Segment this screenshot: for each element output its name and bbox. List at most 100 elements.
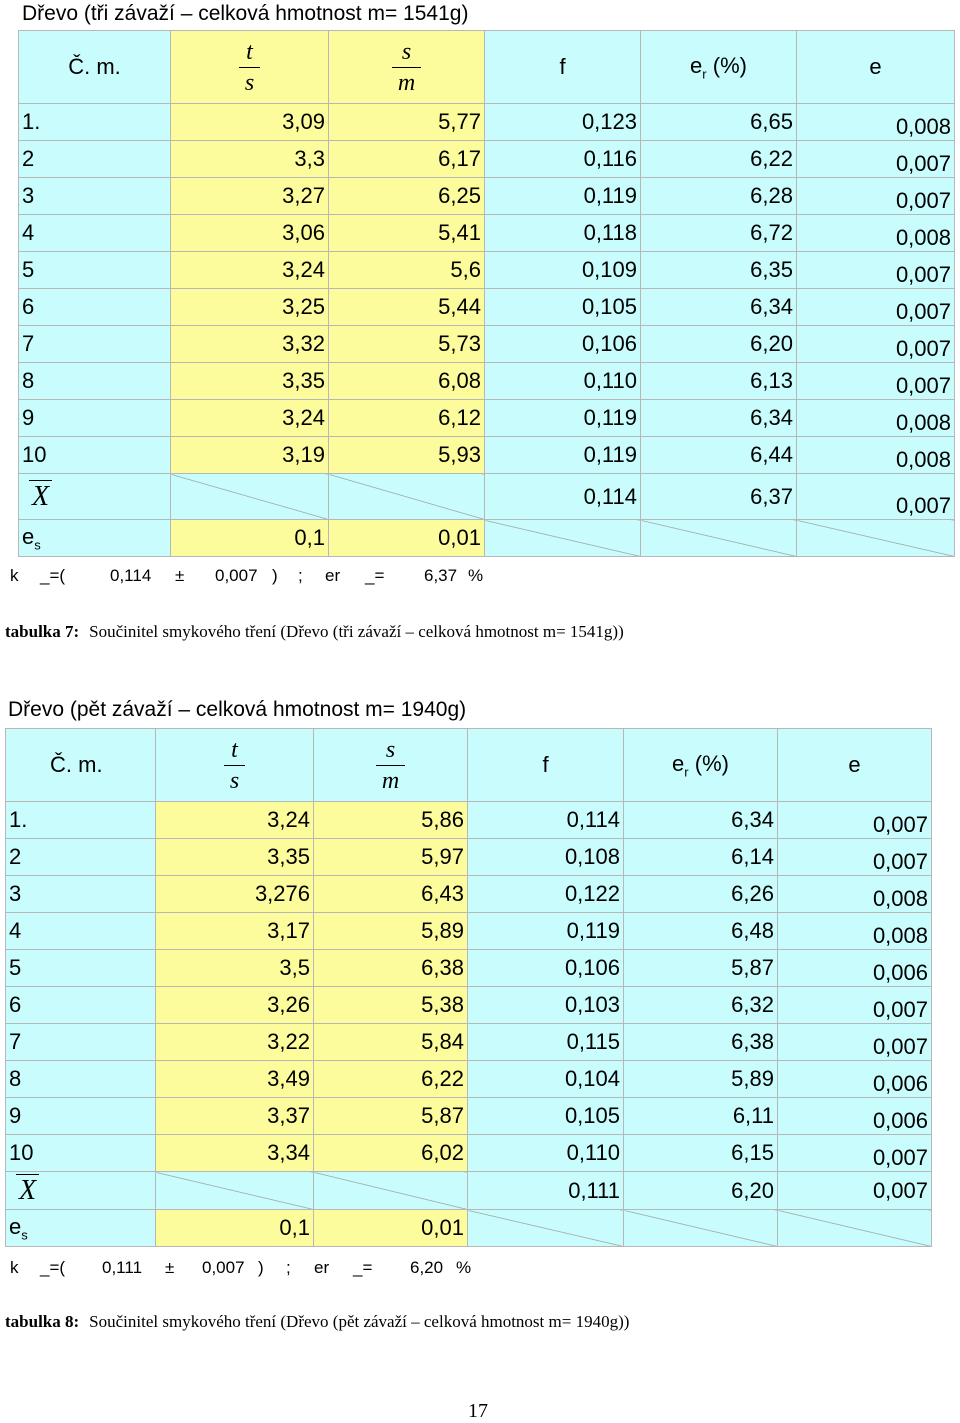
table8-cell-measurement-number: 3 bbox=[5, 875, 156, 913]
table7-es-empty-f bbox=[484, 519, 641, 557]
table8-cell-measurement-number: 5 bbox=[5, 949, 156, 987]
table8-cell-e-value: 0,007 bbox=[777, 801, 932, 839]
table8-cell-measurement-number: 2 bbox=[5, 838, 156, 876]
table7-cell-measurement-number: 2 bbox=[18, 140, 171, 178]
result-pm: ± bbox=[165, 1258, 175, 1277]
table7-cell-e-value: 0,008 bbox=[796, 214, 955, 252]
caption-text: Součinitel smykového tření (Dřevo (pět z… bbox=[89, 1312, 630, 1331]
table8-es-empty-e bbox=[777, 1209, 932, 1247]
table7-cell-f-value: 0,123 bbox=[484, 103, 641, 141]
table7-cell-s-over-m: 5,77 bbox=[328, 103, 485, 141]
table8-cell-s-over-m: 6,43 bbox=[313, 875, 468, 913]
table7-es-row: es 0,1 0,01 bbox=[18, 519, 955, 557]
result-eq2: _= bbox=[353, 1258, 373, 1277]
table7-mean-f: 0,114 bbox=[484, 473, 641, 520]
table8-mean-row: X 0,111 6,20 0,007 bbox=[5, 1171, 932, 1210]
result-error: 0,007 bbox=[202, 1258, 245, 1277]
table7-header-cm: Č. m. bbox=[18, 30, 171, 104]
result-pm: ± bbox=[175, 566, 185, 585]
table7-es-t: 0,1 bbox=[170, 519, 329, 557]
table8-mean-er: 6,20 bbox=[623, 1171, 778, 1210]
table7-caption: tabulka 7: Součinitel smykového tření (Dř… bbox=[5, 622, 624, 642]
table8-cell-f-value: 0,108 bbox=[467, 838, 624, 876]
table7-cell-f-value: 0,106 bbox=[484, 325, 641, 363]
table8-mean-empty-t bbox=[155, 1171, 314, 1210]
table8-cell-f-value: 0,106 bbox=[467, 949, 624, 987]
table7-data-row: 4 3,06 5,41 0,118 6,72 0,008 bbox=[18, 214, 955, 252]
table7-cell-e-value: 0,008 bbox=[796, 103, 955, 141]
table7-cell-s-over-m: 5,6 bbox=[328, 251, 485, 289]
caption-text: Součinitel smykového tření (Dřevo (tři z… bbox=[89, 622, 624, 641]
result-close: ) bbox=[258, 1258, 264, 1277]
table7-cell-er-value: 6,22 bbox=[640, 140, 797, 178]
table8-mean-e: 0,007 bbox=[777, 1171, 932, 1210]
table8-cell-t-over-s: 3,37 bbox=[155, 1097, 314, 1135]
result-semicolon: ; bbox=[298, 566, 303, 585]
table8-cell-f-value: 0,122 bbox=[467, 875, 624, 913]
table8-cell-t-over-s: 3,17 bbox=[155, 912, 314, 950]
result-close: ) bbox=[272, 566, 278, 585]
result-k: k bbox=[10, 566, 19, 585]
table7-data-row: 3 3,27 6,25 0,119 6,28 0,007 bbox=[18, 177, 955, 215]
table8-es-row: es 0,1 0,01 bbox=[5, 1209, 932, 1247]
table8-data-row: 5 3,5 6,38 0,106 5,87 0,006 bbox=[5, 949, 932, 987]
table8-cell-t-over-s: 3,35 bbox=[155, 838, 314, 876]
result-value: 0,114 bbox=[110, 566, 152, 585]
table7-cell-s-over-m: 6,12 bbox=[328, 399, 485, 437]
table7-cell-e-value: 0,007 bbox=[796, 325, 955, 363]
table8-cell-measurement-number: 1. bbox=[5, 801, 156, 839]
table8-data-row: 4 3,17 5,89 0,119 6,48 0,008 bbox=[5, 912, 932, 950]
table8-cell-t-over-s: 3,26 bbox=[155, 986, 314, 1024]
result-eq: _=( bbox=[40, 1258, 66, 1277]
table8-cell-e-value: 0,007 bbox=[777, 986, 932, 1024]
table8-cell-t-over-s: 3,5 bbox=[155, 949, 314, 987]
table7-data-row: 9 3,24 6,12 0,119 6,34 0,008 bbox=[18, 399, 955, 437]
table8-data-row: 2 3,35 5,97 0,108 6,14 0,007 bbox=[5, 838, 932, 876]
table7-data-row: 6 3,25 5,44 0,105 6,34 0,007 bbox=[18, 288, 955, 326]
table8-cell-er-value: 6,38 bbox=[623, 1023, 778, 1061]
table7-cell-t-over-s: 3,27 bbox=[170, 177, 329, 215]
table7-cell-f-value: 0,118 bbox=[484, 214, 641, 252]
table7-cell-f-value: 0,119 bbox=[484, 177, 641, 215]
table8-data-row: 3 3,276 6,43 0,122 6,26 0,008 bbox=[5, 875, 932, 913]
table8-header-e: e bbox=[777, 728, 932, 802]
table7-cell-er-value: 6,65 bbox=[640, 103, 797, 141]
table7-cell-e-value: 0,008 bbox=[796, 399, 955, 437]
table8-data-row: 9 3,37 5,87 0,105 6,11 0,006 bbox=[5, 1097, 932, 1135]
table7-cell-measurement-number: 10 bbox=[18, 436, 171, 474]
table7-cell-er-value: 6,72 bbox=[640, 214, 797, 252]
table8-data-row: 7 3,22 5,84 0,115 6,38 0,007 bbox=[5, 1023, 932, 1061]
table7-header-er: er (%) bbox=[640, 30, 797, 104]
table7-cell-t-over-s: 3,25 bbox=[170, 288, 329, 326]
page-number: 17 bbox=[468, 1400, 488, 1422]
table8-cell-s-over-m: 5,86 bbox=[313, 801, 468, 839]
table7-cell-e-value: 0,007 bbox=[796, 177, 955, 215]
table7-cell-s-over-m: 5,41 bbox=[328, 214, 485, 252]
table8-cell-e-value: 0,008 bbox=[777, 912, 932, 950]
table8-cell-e-value: 0,006 bbox=[777, 949, 932, 987]
table8-es-label: es bbox=[5, 1209, 156, 1247]
caption-label: tabulka 8: bbox=[5, 1312, 80, 1331]
table8-cell-er-value: 6,11 bbox=[623, 1097, 778, 1135]
result-er: er bbox=[314, 1258, 330, 1277]
table8-result-line: k _=( 0,111 ± 0,007 ) ; er _= 6,20 % bbox=[10, 1258, 510, 1282]
result-er-value: 6,37 bbox=[424, 566, 458, 585]
table8-data-row: 6 3,26 5,38 0,103 6,32 0,007 bbox=[5, 986, 932, 1024]
table8-mean-empty-v bbox=[313, 1171, 468, 1210]
table8-cell-f-value: 0,110 bbox=[467, 1134, 624, 1172]
table8-cell-t-over-s: 3,22 bbox=[155, 1023, 314, 1061]
table7-cell-er-value: 6,35 bbox=[640, 251, 797, 289]
table8-cell-measurement-number: 4 bbox=[5, 912, 156, 950]
table8-cell-e-value: 0,007 bbox=[777, 1134, 932, 1172]
result-k: k bbox=[10, 1258, 19, 1277]
table7-mean-e: 0,007 bbox=[796, 473, 955, 520]
table7-cell-e-value: 0,007 bbox=[796, 362, 955, 400]
table7-cell-s-over-m: 6,25 bbox=[328, 177, 485, 215]
table7-cell-measurement-number: 7 bbox=[18, 325, 171, 363]
table7-cell-f-value: 0,116 bbox=[484, 140, 641, 178]
table7-mean-empty-v bbox=[328, 473, 485, 520]
